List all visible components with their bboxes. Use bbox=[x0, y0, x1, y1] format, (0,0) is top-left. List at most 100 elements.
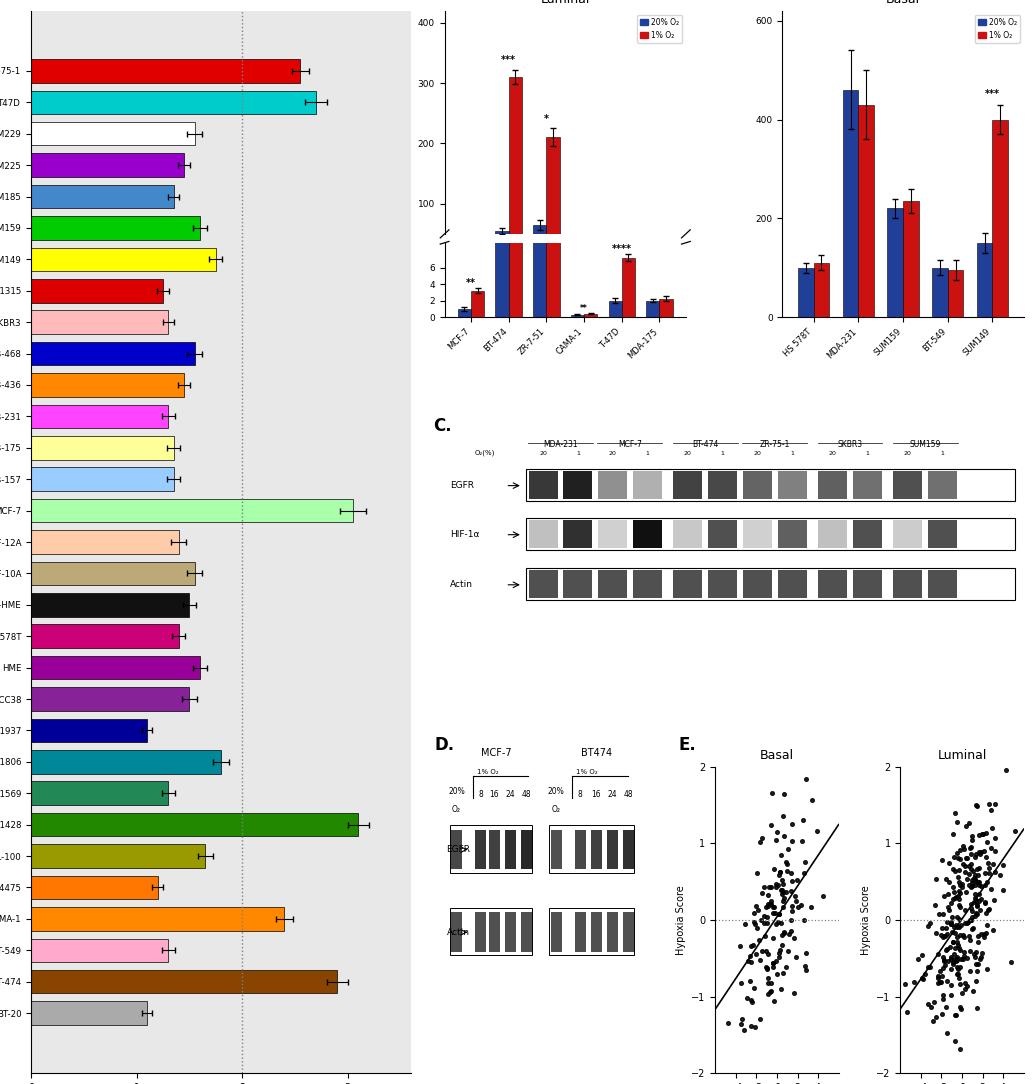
Point bbox=[959, 978, 975, 995]
Point bbox=[975, 928, 992, 945]
Point bbox=[797, 944, 814, 962]
FancyBboxPatch shape bbox=[778, 570, 807, 598]
Point bbox=[772, 941, 789, 958]
Point bbox=[773, 935, 790, 953]
FancyBboxPatch shape bbox=[551, 829, 561, 869]
Point bbox=[763, 975, 780, 992]
Point bbox=[957, 981, 974, 998]
Point bbox=[768, 915, 785, 932]
Point bbox=[986, 796, 1003, 813]
Point bbox=[767, 952, 784, 969]
FancyBboxPatch shape bbox=[475, 829, 486, 869]
Point bbox=[768, 965, 785, 982]
Point bbox=[774, 883, 791, 901]
Point bbox=[973, 947, 990, 965]
Point bbox=[980, 860, 997, 877]
Point bbox=[960, 950, 976, 967]
Point bbox=[946, 1032, 963, 1049]
Point bbox=[917, 966, 934, 983]
Point bbox=[930, 975, 946, 992]
Point bbox=[945, 861, 962, 878]
Point bbox=[732, 938, 749, 955]
Point bbox=[977, 848, 994, 865]
Point bbox=[777, 924, 793, 941]
Point bbox=[966, 945, 982, 963]
FancyBboxPatch shape bbox=[590, 829, 602, 869]
Point bbox=[770, 905, 787, 922]
Point bbox=[794, 833, 811, 850]
Text: 20: 20 bbox=[539, 451, 547, 455]
Point bbox=[781, 926, 797, 943]
Point bbox=[742, 938, 759, 955]
Point bbox=[772, 981, 789, 998]
FancyBboxPatch shape bbox=[742, 570, 771, 598]
Point bbox=[760, 969, 777, 986]
Point bbox=[956, 943, 973, 960]
Point bbox=[949, 960, 966, 978]
Bar bbox=[621, 260, 635, 264]
FancyBboxPatch shape bbox=[564, 520, 592, 549]
Text: EGFR: EGFR bbox=[451, 481, 475, 490]
Point bbox=[948, 918, 965, 935]
Point bbox=[974, 944, 991, 962]
Point bbox=[950, 868, 967, 886]
Point bbox=[945, 933, 962, 951]
Point bbox=[772, 881, 789, 899]
Point bbox=[949, 908, 966, 926]
Point bbox=[787, 888, 803, 905]
FancyBboxPatch shape bbox=[673, 570, 702, 598]
Point bbox=[814, 888, 830, 905]
Point bbox=[942, 913, 959, 930]
Bar bbox=[470, 262, 484, 264]
Point bbox=[936, 928, 952, 945]
Point bbox=[760, 973, 777, 991]
Point bbox=[770, 905, 787, 922]
Point bbox=[945, 933, 962, 951]
Point bbox=[943, 894, 960, 912]
Bar bbox=[571, 314, 584, 318]
Point bbox=[969, 963, 985, 980]
Point bbox=[969, 905, 985, 922]
Point bbox=[762, 816, 779, 834]
Point bbox=[760, 887, 777, 904]
Point bbox=[968, 796, 984, 813]
Point bbox=[935, 990, 951, 1007]
Text: 1: 1 bbox=[790, 451, 794, 455]
Point bbox=[933, 973, 949, 991]
Point bbox=[984, 855, 1001, 873]
Point bbox=[948, 1006, 965, 1023]
Point bbox=[962, 912, 978, 929]
Bar bbox=[470, 291, 484, 318]
Point bbox=[964, 877, 980, 894]
Point bbox=[939, 1024, 955, 1042]
Point bbox=[774, 872, 791, 889]
Bar bbox=[903, 201, 918, 318]
Point bbox=[920, 959, 937, 977]
Point bbox=[763, 785, 780, 802]
Point bbox=[768, 824, 785, 841]
Point bbox=[756, 914, 772, 931]
Point bbox=[949, 933, 966, 951]
Point bbox=[986, 842, 1003, 860]
Bar bbox=[660, 262, 673, 264]
FancyBboxPatch shape bbox=[622, 913, 634, 952]
Point bbox=[962, 931, 978, 948]
Point bbox=[954, 855, 971, 873]
Point bbox=[796, 912, 813, 929]
Text: 24: 24 bbox=[607, 790, 617, 799]
Point bbox=[939, 926, 955, 943]
FancyBboxPatch shape bbox=[489, 829, 500, 869]
Point bbox=[945, 890, 962, 907]
Point bbox=[981, 864, 998, 881]
Point bbox=[947, 863, 964, 880]
Point bbox=[971, 843, 987, 861]
FancyBboxPatch shape bbox=[451, 829, 462, 869]
Point bbox=[942, 916, 959, 933]
Point bbox=[968, 905, 984, 922]
Point bbox=[797, 853, 814, 870]
Point bbox=[972, 951, 989, 968]
Point bbox=[985, 921, 1002, 939]
Point bbox=[964, 908, 980, 926]
Point bbox=[978, 904, 995, 921]
Point bbox=[752, 1010, 768, 1028]
